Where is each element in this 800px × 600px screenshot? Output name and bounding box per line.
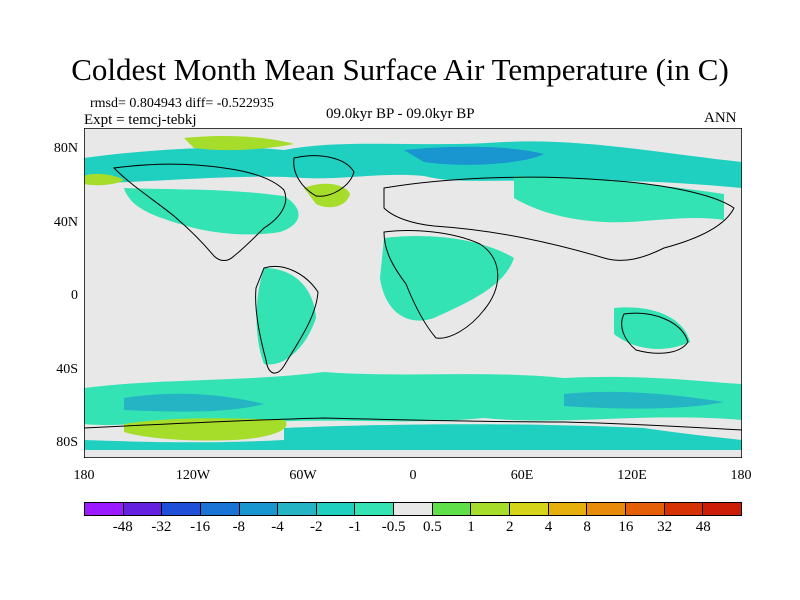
coast-north-america	[112, 163, 287, 261]
lon-label: 0	[409, 468, 417, 483]
colorbar-swatch	[625, 503, 665, 515]
colorbar-label: 0.5	[422, 519, 442, 535]
coast-greenland	[293, 155, 355, 197]
coast-eurasia	[383, 176, 735, 261]
colorbar-label: 16	[618, 519, 634, 535]
colorbar-swatch	[510, 503, 549, 515]
southern-ocean-cold	[124, 393, 264, 412]
colorbar-swatch	[703, 503, 741, 515]
experiment-text: Expt = temcj-tebkj	[84, 112, 197, 128]
coast-australia	[621, 312, 689, 354]
season-text: ANN	[704, 110, 737, 126]
coastlines	[84, 155, 742, 431]
period-text: 09.0kyr BP - 09.0kyr BP	[326, 106, 475, 122]
colorbar-swatch	[471, 503, 511, 515]
colorbar-label: 32	[657, 519, 673, 535]
southern-ocean-band	[84, 372, 742, 425]
colorbar-swatch	[548, 503, 588, 515]
colorbar-swatch	[85, 503, 124, 515]
colorbar-label: -4	[271, 519, 284, 535]
arctic-warm-strip	[184, 136, 294, 151]
lon-label: 120E	[617, 468, 647, 483]
antarctic-band	[84, 424, 742, 450]
south-america-band	[256, 268, 316, 365]
colorbar-swatch	[123, 503, 163, 515]
coast-antarctica	[84, 417, 742, 431]
colorbar-swatch	[200, 503, 240, 515]
colorbar-label: 2	[506, 519, 514, 535]
lat-label: 40N	[53, 215, 78, 230]
africa-band	[380, 236, 514, 321]
chart-title: Coldest Month Mean Surface Air Temperatu…	[71, 52, 729, 87]
colorbar-label: 48	[695, 519, 711, 535]
arctic-cold-core	[404, 146, 544, 165]
colorbar-swatch	[316, 503, 356, 515]
colorbar-swatch	[278, 503, 317, 515]
colorbar-swatch	[587, 503, 626, 515]
lon-label: 120W	[175, 468, 211, 483]
lat-label: 80N	[53, 141, 78, 156]
colorbar-swatch	[664, 503, 704, 515]
lon-label: 180	[73, 468, 95, 483]
colorbar-label: 4	[544, 519, 553, 535]
coast-africa	[383, 230, 499, 339]
colorbar-label: -8	[232, 519, 246, 535]
anomaly-patches	[84, 136, 742, 450]
colorbar-swatch	[355, 503, 395, 515]
colorbar-label: 1	[467, 519, 475, 535]
colorbar-label: -1	[348, 519, 362, 535]
north-pacific-warm	[84, 173, 124, 186]
colorbar-swatch	[432, 503, 472, 515]
lat-label: 80S	[56, 435, 78, 450]
colorbar-label: 8	[583, 519, 591, 535]
colorbar-swatch	[239, 503, 279, 515]
colorbar	[84, 502, 742, 516]
temperature-map	[84, 128, 742, 458]
arctic-band	[84, 141, 742, 188]
colorbar-label: -2	[309, 519, 323, 535]
colorbar-label: -16	[190, 519, 211, 535]
coast-south-america	[255, 266, 319, 374]
lat-label: 40S	[56, 362, 78, 377]
southern-ocean-cold-east	[564, 391, 724, 409]
stats-text: rmsd= 0.804943 diff= -0.522935	[90, 96, 274, 111]
colorbar-swatch	[162, 503, 201, 515]
colorbar-swatch	[394, 503, 433, 515]
colorbar-label: -48	[112, 519, 133, 535]
colorbar-label: -32	[151, 519, 172, 535]
lon-label: 60E	[510, 468, 534, 483]
lon-label: 60W	[289, 468, 317, 483]
australia-band	[614, 307, 690, 349]
lon-label: 180	[730, 468, 752, 483]
north-america-band	[124, 188, 299, 235]
colorbar-label: -0.5	[381, 519, 406, 535]
lat-label: 0	[71, 288, 78, 303]
